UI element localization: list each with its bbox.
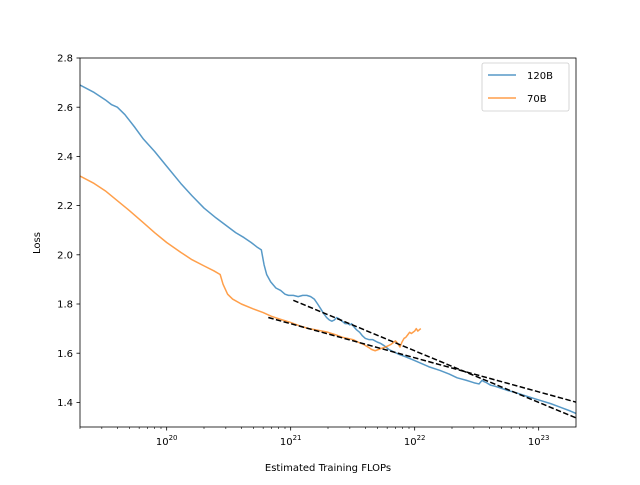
- legend: 120B 70B: [481, 62, 570, 112]
- x-tick-label: 1023: [528, 434, 550, 448]
- y-tick-label: 2.8: [57, 54, 73, 65]
- legend-label-70b: 70B: [527, 94, 547, 105]
- y-axis-label: Loss: [32, 232, 43, 254]
- y-tick-label: 1.4: [57, 398, 73, 409]
- x-tick-label: 1020: [156, 434, 178, 448]
- fit-line-2: [268, 316, 576, 403]
- x-tick-label: 1022: [404, 434, 426, 448]
- y-tick-label: 2.0: [57, 250, 73, 261]
- series-line-120b: [80, 84, 576, 415]
- legend-box: [481, 62, 570, 112]
- x-axis-label: Estimated Training FLOPs: [265, 463, 391, 474]
- x-tick-label: 1021: [280, 434, 302, 448]
- y-tick-label: 2.2: [57, 201, 73, 212]
- y-tick-label: 1.8: [57, 300, 73, 311]
- y-tick-label: 1.6: [57, 349, 73, 360]
- y-tick-label: 2.6: [57, 103, 73, 114]
- y-tick-label: 2.4: [57, 152, 73, 163]
- legend-label-120b: 120B: [527, 71, 553, 82]
